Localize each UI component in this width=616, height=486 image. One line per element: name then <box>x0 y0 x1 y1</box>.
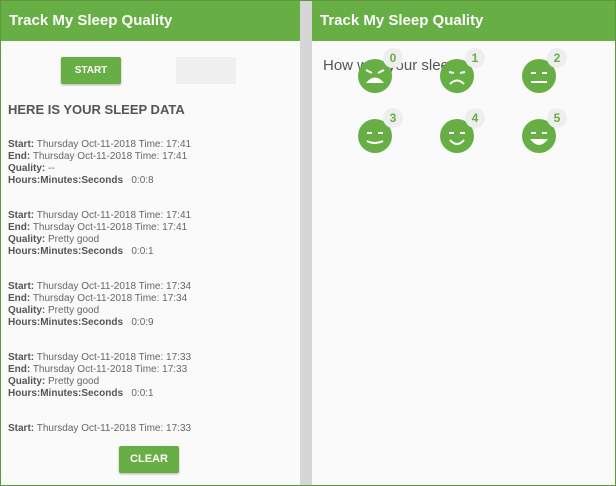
sleep-data-heading: HERE IS YOUR SLEEP DATA <box>8 102 185 117</box>
entry-start: Start: Thursday Oct-11-2018 Time: 17:33 <box>8 423 296 435</box>
entry-quality: Quality: -- <box>8 163 296 175</box>
end-value: Thursday Oct-11-2018 Time: 17:33 <box>32 364 188 375</box>
end-label: End: <box>8 222 31 233</box>
duration-value: 0:0:8 <box>131 175 154 186</box>
face-laughing-icon <box>522 119 556 153</box>
stop-button-disabled <box>176 57 236 84</box>
quality-option-0[interactable]: 0 <box>357 48 403 94</box>
sleep-entry: Start: Thursday Oct-11-2018 Time: 17:41 E… <box>8 139 296 187</box>
duration-value: 0:0:1 <box>131 388 154 399</box>
quality-option-1[interactable]: 1 <box>439 48 485 94</box>
face-crying-icon <box>358 59 392 93</box>
quality-label: Quality: <box>8 163 46 174</box>
entry-quality: Quality: Pretty good <box>8 376 296 388</box>
quality-label: Quality: <box>8 305 46 316</box>
sleep-data-list[interactable]: Start: Thursday Oct-11-2018 Time: 17:41 E… <box>8 139 296 435</box>
sleep-quality-screen: Track My Sleep Quality How was your slee… <box>312 1 615 485</box>
face-neutral-icon <box>522 59 556 93</box>
entry-duration: Hours:Minutes:Seconds 0:0:1 <box>8 246 296 258</box>
quality-label: Quality: <box>8 234 46 245</box>
quality-option-5[interactable]: 5 <box>521 108 567 154</box>
sleep-tracker-screen: Track My Sleep Quality START HERE IS YOU… <box>1 1 300 485</box>
start-label: Start: <box>8 281 35 292</box>
end-value: Thursday Oct-11-2018 Time: 17:41 <box>32 222 188 233</box>
entry-end: End: Thursday Oct-11-2018 Time: 17:33 <box>8 364 296 376</box>
entry-quality: Quality: Pretty good <box>8 234 296 246</box>
entry-start: Start: Thursday Oct-11-2018 Time: 17:33 <box>8 352 296 364</box>
clear-button[interactable]: CLEAR <box>119 446 179 473</box>
start-label: Start: <box>8 352 35 363</box>
duration-label: Hours:Minutes:Seconds <box>8 175 124 186</box>
quality-option-2[interactable]: 2 <box>521 48 567 94</box>
sleep-entry: Start: Thursday Oct-11-2018 Time: 17:33 <box>8 423 296 435</box>
entry-quality: Quality: Pretty good <box>8 305 296 317</box>
sleep-entry: Start: Thursday Oct-11-2018 Time: 17:41 E… <box>8 210 296 258</box>
entry-duration: Hours:Minutes:Seconds 0:0:1 <box>8 388 296 400</box>
end-label: End: <box>8 293 31 304</box>
quality-value: Pretty good <box>48 376 100 387</box>
duration-label: Hours:Minutes:Seconds <box>8 388 124 399</box>
screen-divider <box>300 1 312 485</box>
app-bar-title: Track My Sleep Quality <box>1 1 300 41</box>
face-slight-smile-icon <box>358 119 392 153</box>
entry-duration: Hours:Minutes:Seconds 0:0:8 <box>8 175 296 187</box>
quality-value-badge: 1 <box>465 48 485 68</box>
duration-value: 0:0:1 <box>131 246 154 257</box>
quality-label: Quality: <box>8 376 46 387</box>
start-value: Thursday Oct-11-2018 Time: 17:33 <box>36 352 192 363</box>
entry-start: Start: Thursday Oct-11-2018 Time: 17:41 <box>8 139 296 151</box>
start-label: Start: <box>8 210 35 221</box>
entry-duration: Hours:Minutes:Seconds 0:0:9 <box>8 317 296 329</box>
duration-label: Hours:Minutes:Seconds <box>8 246 124 257</box>
quality-value-badge: 5 <box>547 108 567 128</box>
end-label: End: <box>8 151 31 162</box>
start-value: Thursday Oct-11-2018 Time: 17:33 <box>36 423 192 434</box>
entry-end: End: Thursday Oct-11-2018 Time: 17:34 <box>8 293 296 305</box>
quality-option-4[interactable]: 4 <box>439 108 485 154</box>
entry-start: Start: Thursday Oct-11-2018 Time: 17:41 <box>8 210 296 222</box>
quality-value: Pretty good <box>48 234 100 245</box>
start-label: Start: <box>8 139 35 150</box>
quality-value-badge: 0 <box>383 48 403 68</box>
face-smile-icon <box>440 119 474 153</box>
sleep-entry: Start: Thursday Oct-11-2018 Time: 17:33 E… <box>8 352 296 400</box>
start-value: Thursday Oct-11-2018 Time: 17:41 <box>36 210 192 221</box>
app-bar-title: Track My Sleep Quality <box>312 1 615 41</box>
quality-value-badge: 3 <box>383 108 403 128</box>
end-label: End: <box>8 364 31 375</box>
end-value: Thursday Oct-11-2018 Time: 17:34 <box>32 293 188 304</box>
start-button[interactable]: START <box>61 57 121 84</box>
entry-end: End: Thursday Oct-11-2018 Time: 17:41 <box>8 222 296 234</box>
start-value: Thursday Oct-11-2018 Time: 17:41 <box>36 139 192 150</box>
duration-value: 0:0:9 <box>131 317 154 328</box>
start-value: Thursday Oct-11-2018 Time: 17:34 <box>36 281 192 292</box>
quality-value-badge: 4 <box>465 108 485 128</box>
quality-value: -- <box>48 163 55 174</box>
quality-value: Pretty good <box>48 305 100 316</box>
end-value: Thursday Oct-11-2018 Time: 17:41 <box>32 151 188 162</box>
start-label: Start: <box>8 423 35 434</box>
quality-value-badge: 2 <box>547 48 567 68</box>
quality-option-3[interactable]: 3 <box>357 108 403 154</box>
sleep-entry: Start: Thursday Oct-11-2018 Time: 17:34 E… <box>8 281 296 329</box>
duration-label: Hours:Minutes:Seconds <box>8 317 124 328</box>
entry-start: Start: Thursday Oct-11-2018 Time: 17:34 <box>8 281 296 293</box>
face-sad-icon <box>440 59 474 93</box>
entry-end: End: Thursday Oct-11-2018 Time: 17:41 <box>8 151 296 163</box>
